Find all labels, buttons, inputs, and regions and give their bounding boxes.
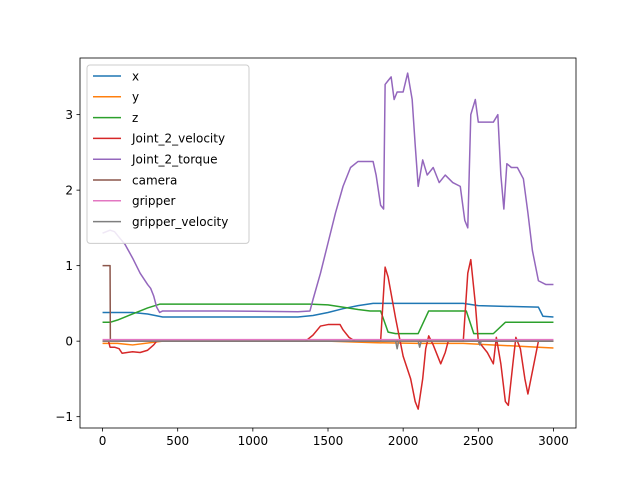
x-tick-label: 1500 <box>313 434 344 448</box>
x-tick-label: 2000 <box>388 434 419 448</box>
y-tick-label: 2 <box>65 183 73 197</box>
x-tick-label: 1000 <box>238 434 269 448</box>
legend-label-joint-2-torque: Joint_2_torque <box>131 153 218 167</box>
series-layer <box>102 72 554 410</box>
legend-label-gripper-velocity: gripper_velocity <box>132 215 228 229</box>
series-line-joint-2-torque <box>102 72 554 314</box>
legend-label-z: z <box>132 111 138 125</box>
legend-label-y: y <box>132 90 139 104</box>
x-axis: 0 500 1000 1500 2000 2500 3000 <box>99 428 569 448</box>
y-tick-label: 0 <box>65 334 73 348</box>
x-tick-label: 3000 <box>538 434 569 448</box>
series-line-x <box>102 302 554 318</box>
legend-label-gripper: gripper <box>132 194 176 208</box>
series-line-joint-2-velocity <box>102 258 554 410</box>
x-tick-label: 0 <box>99 434 107 448</box>
y-tick-label: −1 <box>55 410 73 424</box>
series-line-y <box>102 340 554 349</box>
y-axis: −1 0 1 2 3 <box>55 108 80 424</box>
legend-box <box>86 64 250 244</box>
y-tick-label: 1 <box>65 259 73 273</box>
y-tick-label: 3 <box>65 108 73 122</box>
legend-label-x: x <box>132 69 139 83</box>
legend-label-camera: camera <box>132 173 177 187</box>
x-tick-label: 2500 <box>463 434 494 448</box>
legend-label-joint-2-velocity: Joint_2_velocity <box>131 132 225 146</box>
series-line-gripper-velocity <box>102 340 554 350</box>
x-tick-label: 500 <box>166 434 189 448</box>
series-line-z <box>102 303 554 335</box>
